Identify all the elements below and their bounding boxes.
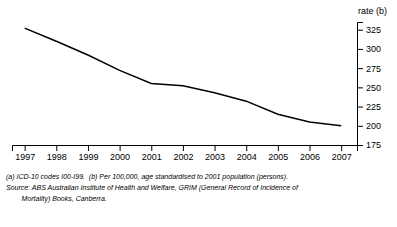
x-tick-mark	[310, 145, 311, 151]
y-tick-mark	[357, 30, 363, 31]
y-tick: 175	[357, 140, 381, 150]
x-tick-label: 1998	[47, 152, 67, 162]
x-tick-mark	[120, 145, 121, 151]
x-tick-mark	[246, 145, 247, 151]
y-tick-label: 200	[366, 121, 381, 131]
x-tick-label: 2007	[332, 152, 352, 162]
x-tick: 2004	[237, 145, 257, 162]
y-tick-label: 250	[366, 83, 381, 93]
x-tick: 2006	[300, 145, 320, 162]
line	[25, 28, 342, 126]
x-tick-label: 1997	[15, 152, 35, 162]
y-tick-label: 325	[366, 25, 381, 35]
series-group	[25, 28, 342, 126]
x-tick-label: 2005	[268, 152, 288, 162]
y-tick-mark	[357, 68, 363, 69]
x-tick-label: 2006	[300, 152, 320, 162]
x-tick-label: 2002	[173, 152, 193, 162]
y-tick: 325	[357, 25, 381, 35]
y-tick-label: 175	[366, 140, 381, 150]
x-tick-mark	[25, 145, 26, 151]
y-axis-label: rate (b)	[358, 6, 387, 16]
x-tick-mark	[215, 145, 216, 151]
x-tick: 2001	[142, 145, 162, 162]
y-tick: 200	[357, 121, 381, 131]
x-tick-mark	[183, 145, 184, 151]
x-tick: 2007	[332, 145, 352, 162]
footnote: (a) ICD-10 codes I00-I99. (b) Per 100,00…	[6, 173, 288, 181]
footnote: Mortality) Books, Canberra.	[6, 195, 107, 203]
y-axis: 175 200 225 250 275 300 325	[357, 23, 381, 151]
x-tick-mark	[88, 145, 89, 151]
y-tick: 250	[357, 83, 381, 93]
y-tick-label: 225	[366, 102, 381, 112]
y-tick-label: 275	[366, 64, 381, 74]
y-axis-line	[358, 23, 364, 146]
x-tick-label: 2003	[205, 152, 225, 162]
y-tick-mark	[357, 87, 363, 88]
y-tick: 300	[357, 44, 381, 54]
y-tick-mark	[357, 49, 363, 50]
x-tick: 2003	[205, 145, 225, 162]
x-tick: 2000	[110, 145, 130, 162]
x-tick-label: 1999	[78, 152, 98, 162]
y-tick-mark	[357, 126, 363, 127]
x-tick-mark	[278, 145, 279, 151]
y-tick: 275	[357, 64, 381, 74]
x-tick-label: 2000	[110, 152, 130, 162]
x-tick: 1999	[78, 145, 98, 162]
footnote: Source: ABS Australian Institute of Heal…	[6, 184, 299, 192]
x-tick-mark	[151, 145, 152, 151]
x-tick: 1998	[47, 145, 67, 162]
x-tick: 1997	[15, 145, 35, 162]
x-axis-line	[13, 146, 358, 152]
x-tick-mark	[341, 145, 342, 151]
x-tick-mark	[56, 145, 57, 151]
x-tick-label: 2004	[237, 152, 257, 162]
plot-area: 1997 1998 1999 2000 2001 2002 2003 2004 2005 2006…	[13, 23, 382, 163]
y-tick-label: 300	[366, 44, 381, 54]
x-tick-label: 2001	[142, 152, 162, 162]
chart: 1997 1998 1999 2000 2001 2002 2003 2004 2005 2006…	[0, 0, 397, 227]
y-tick: 225	[357, 102, 381, 112]
y-tick-mark	[357, 107, 363, 108]
x-tick: 2005	[268, 145, 288, 162]
x-axis: 1997 1998 1999 2000 2001 2002 2003 2004 2005 2006…	[13, 145, 358, 162]
x-tick: 2002	[173, 145, 193, 162]
y-tick-mark	[357, 145, 363, 146]
